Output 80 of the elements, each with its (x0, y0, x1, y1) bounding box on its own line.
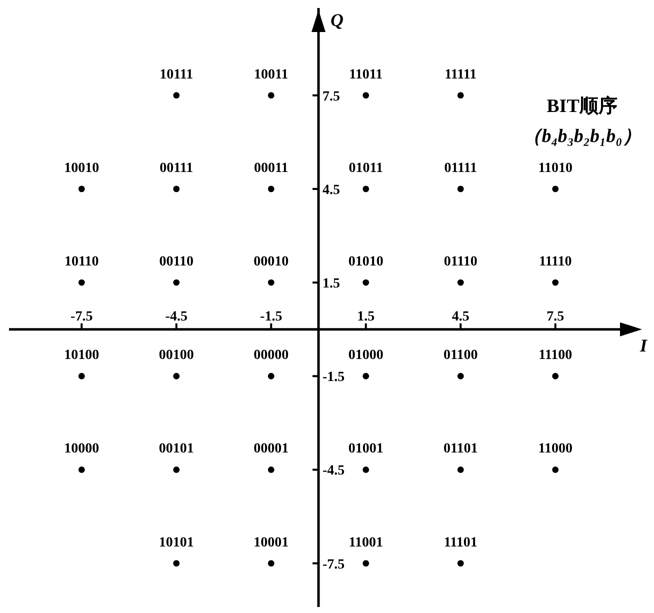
x-tick-label: 7.5 (546, 309, 564, 324)
point (268, 186, 274, 192)
x-tick-label: -1.5 (260, 309, 282, 324)
x-tick-label: 1.5 (357, 309, 375, 324)
point (268, 92, 274, 99)
annotation: 00010 (254, 254, 289, 270)
annotation: 01001 (348, 442, 384, 457)
x-tick-label: -7.5 (70, 309, 93, 324)
point (457, 186, 464, 192)
point (173, 560, 180, 567)
x-tick-label: 4.5 (452, 309, 470, 324)
annotation: 11110 (539, 254, 572, 270)
point (552, 186, 559, 192)
annotation: 10111 (160, 67, 194, 82)
point (552, 466, 559, 473)
point (457, 92, 464, 99)
y-tick-label: -1.5 (322, 370, 345, 386)
annotation: 11101 (444, 535, 478, 550)
y-tick-label: 1.5 (322, 276, 340, 292)
annotation: 10011 (254, 67, 288, 82)
y-tick-label: 4.5 (322, 182, 340, 198)
point (78, 466, 85, 473)
point (268, 372, 274, 380)
x-tick-label: -4.5 (165, 309, 188, 324)
annotation: BIT顺序 (546, 95, 618, 117)
point (362, 466, 370, 473)
annotation: 11011 (349, 67, 383, 82)
annotation: 00000 (254, 348, 289, 364)
annotation: 01101 (444, 442, 478, 457)
point (173, 186, 180, 192)
annotation: 01011 (348, 160, 383, 176)
annotation: 01111 (444, 160, 477, 176)
annotation: 10101 (158, 535, 194, 550)
point (362, 372, 370, 380)
annotation: 11000 (538, 442, 572, 457)
point (78, 186, 85, 192)
annotation: 01010 (348, 254, 384, 270)
y-tick-label: 7.5 (322, 89, 340, 104)
point (173, 279, 180, 286)
point (457, 560, 464, 567)
point (173, 372, 180, 380)
annotation: 00001 (254, 442, 289, 457)
point (362, 92, 370, 99)
x-axis-title: I (639, 335, 648, 356)
y-tick-label: -7.5 (322, 557, 345, 572)
annotation: 11010 (538, 160, 572, 176)
annotation: 01100 (444, 348, 478, 364)
annotation: 10010 (64, 160, 100, 176)
annotation: （b₄b₃b₂b₁b₀） (522, 126, 642, 147)
point (268, 279, 274, 286)
annotation: 00101 (158, 442, 194, 457)
point (457, 279, 464, 286)
y-axis-title: Q (330, 10, 344, 30)
point (362, 560, 370, 567)
annotation: 10110 (64, 254, 99, 270)
annotation: 01110 (444, 254, 478, 270)
point (78, 372, 85, 380)
point (362, 279, 370, 286)
annotation: 11100 (538, 348, 572, 364)
point (268, 560, 274, 567)
point (552, 372, 559, 380)
annotation: 10000 (64, 442, 100, 457)
annotation: 00111 (160, 160, 194, 176)
point (552, 279, 559, 286)
y-tick-label: -4.5 (322, 464, 345, 479)
annotation: 10001 (254, 535, 289, 550)
point (268, 466, 274, 473)
annotation: 01000 (348, 348, 384, 364)
annotation: 00100 (158, 348, 194, 364)
point (362, 186, 370, 192)
annotation: 11111 (444, 67, 477, 82)
annotation: 00110 (159, 254, 194, 270)
point (457, 466, 464, 473)
point (173, 466, 180, 473)
point (78, 279, 85, 286)
annotation: 00011 (254, 160, 288, 176)
point (173, 92, 180, 99)
annotation: 11001 (348, 535, 383, 550)
annotation: 10100 (64, 348, 100, 364)
point (457, 372, 464, 380)
